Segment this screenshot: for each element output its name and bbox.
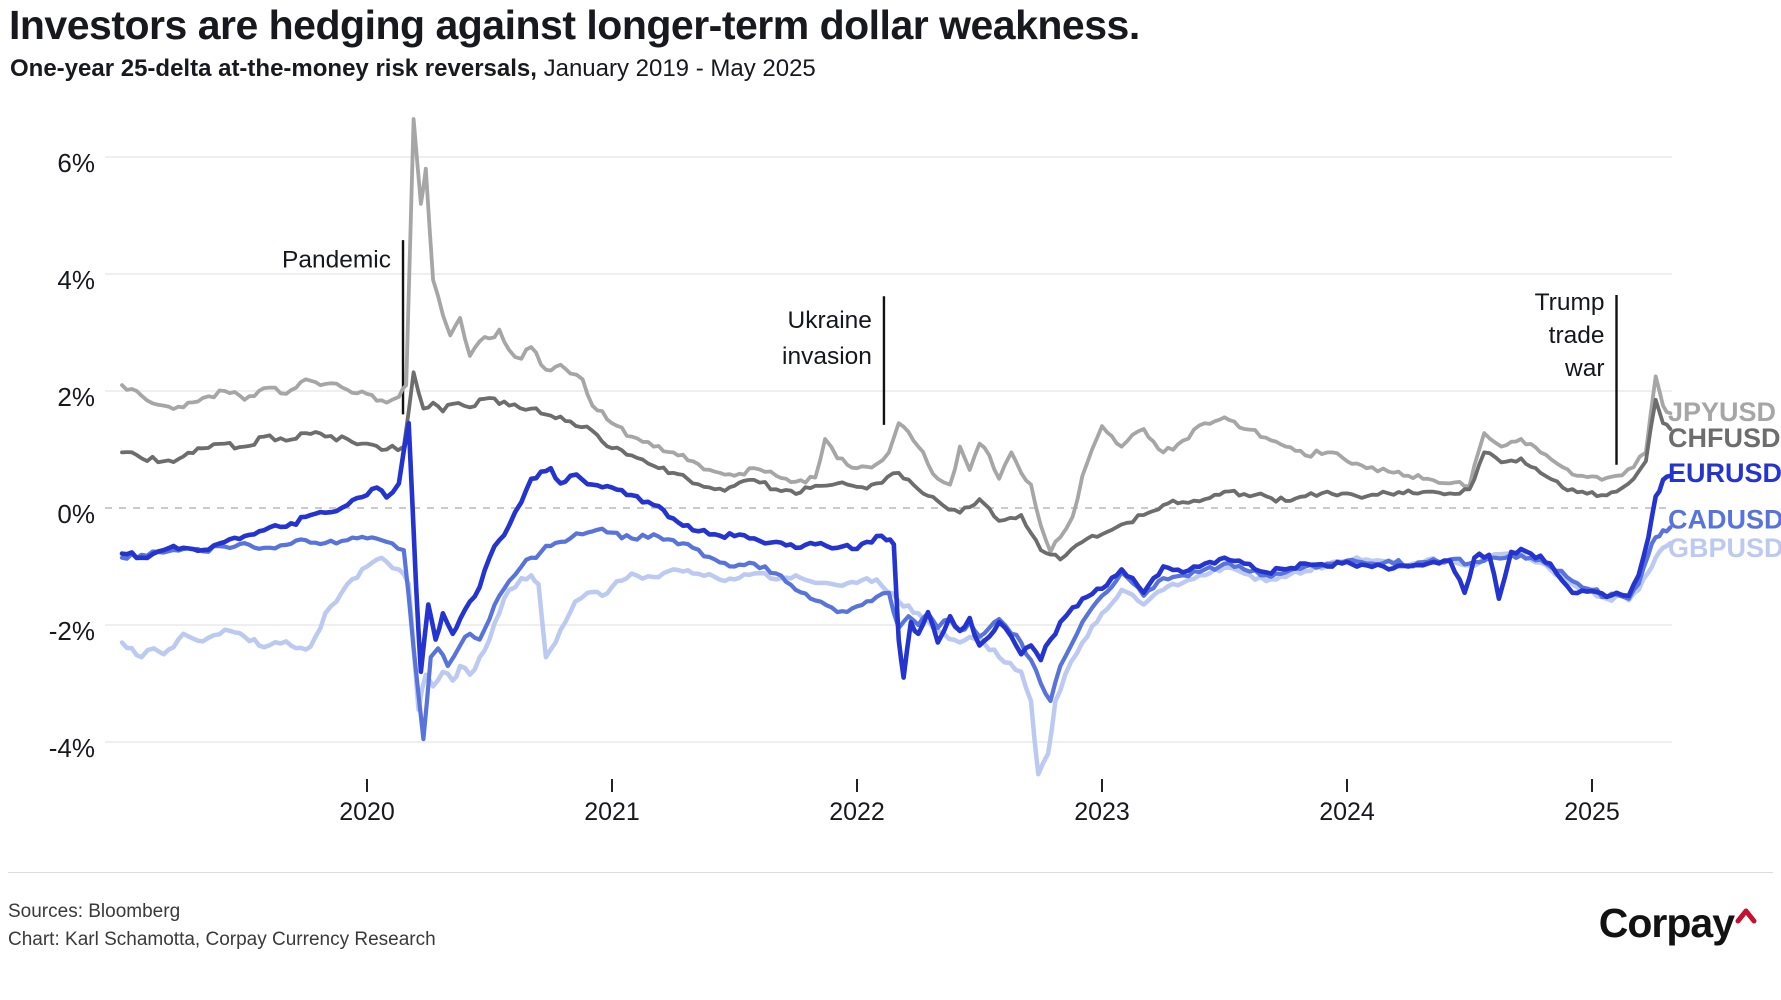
series-line-jpyusd <box>120 117 1673 554</box>
chart-credit-line: Chart: Karl Schamotta, Corpay Currency R… <box>8 929 436 950</box>
y-axis-tick-label: 2% <box>57 382 95 412</box>
y-axis-tick-label: 6% <box>57 148 95 178</box>
chart-subtitle: One-year 25-delta at-the-money risk reve… <box>10 55 816 83</box>
risk-reversal-line-chart: 6% 4% 2% 0% -2% -4% 2020 2021 2022 2023 2024 2025 Pa… <box>49 117 1781 826</box>
x-axis-year-label: 2025 <box>1564 798 1620 826</box>
event-annotation-label: Pandemic <box>282 246 391 273</box>
event-annotation-label: Ukraine <box>788 307 872 334</box>
series-label-cadusd: CADUSD <box>1668 505 1781 535</box>
corpay-caret-icon <box>1735 908 1757 924</box>
y-axis-tick-label: 4% <box>57 265 95 295</box>
corpay-logo: Corpay <box>1599 901 1757 945</box>
y-axis-tick-label: -4% <box>49 733 95 763</box>
y-axis-tick-label: -2% <box>49 616 95 646</box>
corpay-logo-text: Corpay <box>1598 900 1735 946</box>
y-axis-tick-label: 0% <box>57 499 95 529</box>
event-annotation-label: war <box>1564 355 1604 382</box>
x-axis-year-label: 2023 <box>1074 798 1130 826</box>
series-line-eurusd <box>119 420 1673 680</box>
series-label-gbpusd: GBPUSD <box>1668 533 1781 563</box>
page-title: Investors are hedging against longer-ter… <box>9 2 1140 48</box>
x-axis-year-label: 2020 <box>339 798 395 826</box>
series-label-eurusd: EURUSD <box>1668 458 1781 488</box>
x-axis-year-label: 2022 <box>829 798 885 826</box>
series-label-chfusd: CHFUSD <box>1668 423 1781 453</box>
sources-line: Sources: Bloomberg <box>8 901 181 922</box>
source-credits: Sources: Bloomberg Chart: Karl Schamotta… <box>8 898 436 954</box>
subtitle-bold: One-year 25-delta at-the-money risk reve… <box>10 55 537 82</box>
event-annotation-label: invasion <box>782 343 872 370</box>
series-label-jpyusd: JPYUSD <box>1668 397 1776 427</box>
subtitle-daterange: January 2019 - May 2025 <box>536 55 816 82</box>
event-annotation-label: Trump <box>1535 289 1605 316</box>
series-line-chfusd <box>120 370 1673 562</box>
x-axis-year-label: 2021 <box>584 798 640 826</box>
x-axis-year-label: 2024 <box>1319 798 1375 826</box>
footer-divider <box>8 872 1773 873</box>
event-annotation-label: trade <box>1549 322 1605 349</box>
